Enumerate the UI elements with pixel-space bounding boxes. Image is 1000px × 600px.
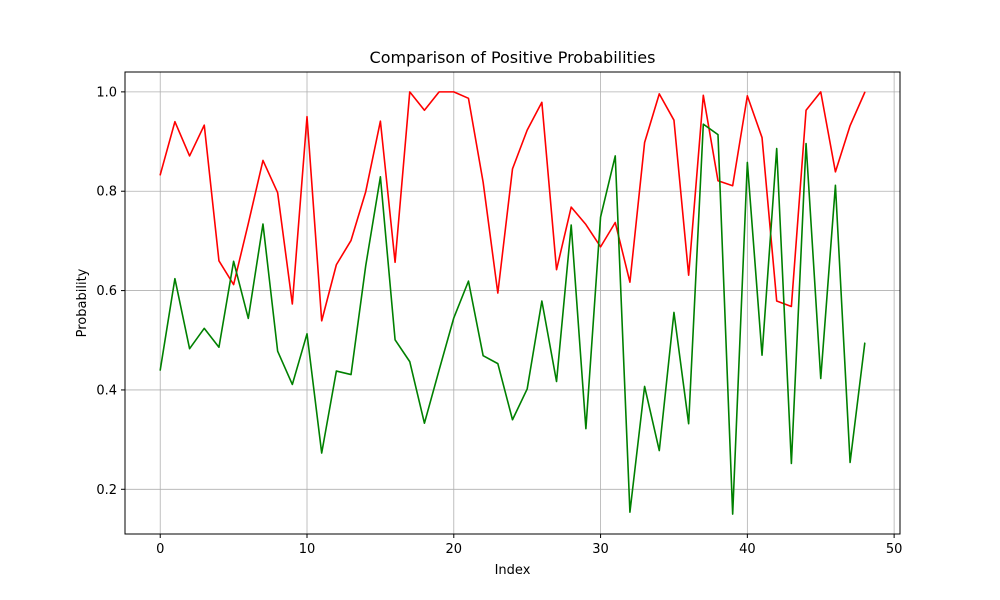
chart-title: Comparison of Positive Probabilities: [370, 48, 656, 67]
y-tick-label: 0.4: [96, 383, 117, 398]
series-lines: [159, 91, 866, 515]
plot-frame: [124, 71, 901, 535]
series-line-1: [159, 91, 866, 322]
x-tick-label: 10: [299, 542, 316, 557]
y-tick-label: 1.0: [96, 85, 117, 100]
y-axis-label: Probability: [75, 268, 90, 337]
x-tick-label: 0: [156, 542, 164, 557]
y-tick-label: 0.2: [96, 483, 117, 498]
x-axis-label: Index: [495, 563, 531, 578]
x-tick-label: 40: [739, 542, 756, 557]
x-tick-label: 30: [592, 542, 609, 557]
axis-ticks: 0 10 20 30 40 50 0.2 0.4 0.6 0.8 1.0: [96, 85, 902, 557]
x-tick-label: 50: [886, 542, 903, 557]
y-tick-label: 0.8: [96, 185, 117, 200]
x-tick-label: 20: [446, 542, 463, 557]
y-tick-label: 0.6: [96, 284, 117, 299]
grid: [125, 72, 900, 534]
series-line-2: [159, 123, 866, 515]
